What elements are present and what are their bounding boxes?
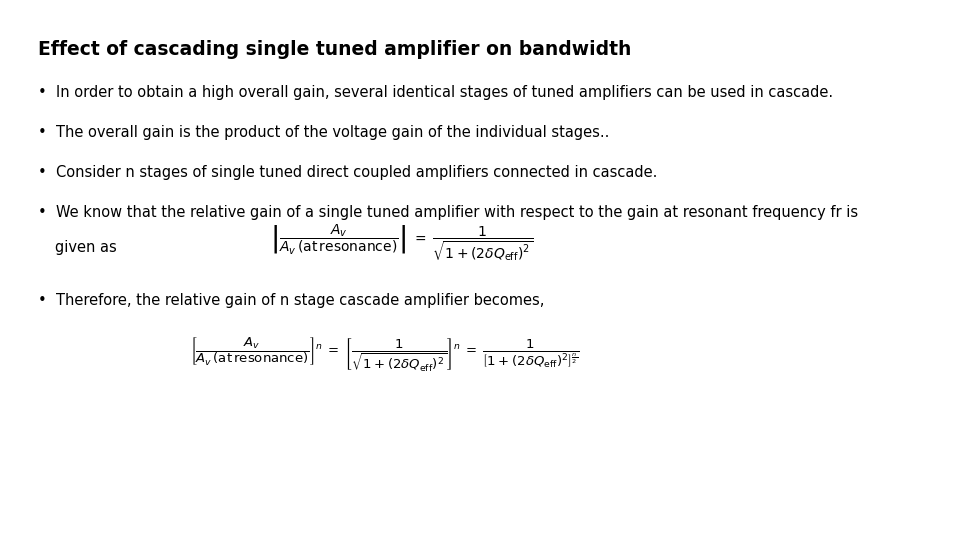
Text: •  We know that the relative gain of a single tuned amplifier with respect to th: • We know that the relative gain of a si… bbox=[38, 205, 858, 220]
Text: •  The overall gain is the product of the voltage gain of the individual stages.: • The overall gain is the product of the… bbox=[38, 125, 610, 140]
Text: Effect of cascading single tuned amplifier on bandwidth: Effect of cascading single tuned amplifi… bbox=[38, 40, 632, 59]
Text: given as: given as bbox=[55, 240, 117, 255]
Text: •  Consider n stages of single tuned direct coupled amplifiers connected in casc: • Consider n stages of single tuned dire… bbox=[38, 165, 658, 180]
Text: •  In order to obtain a high overall gain, several identical stages of tuned amp: • In order to obtain a high overall gain… bbox=[38, 85, 833, 100]
Text: $\left[\dfrac{A_v}{A_v\,\mathrm{(at\,resonance)}}\right]^n \;=\; \left[\dfrac{1}: $\left[\dfrac{A_v}{A_v\,\mathrm{(at\,res… bbox=[190, 336, 580, 374]
Text: •  Therefore, the relative gain of n stage cascade amplifier becomes,: • Therefore, the relative gain of n stag… bbox=[38, 293, 544, 308]
Text: $\left|\dfrac{A_v}{A_v\,\mathrm{(at\,resonance)}}\right| \;=\; \dfrac{1}{\sqrt{1: $\left|\dfrac{A_v}{A_v\,\mathrm{(at\,res… bbox=[270, 222, 533, 264]
